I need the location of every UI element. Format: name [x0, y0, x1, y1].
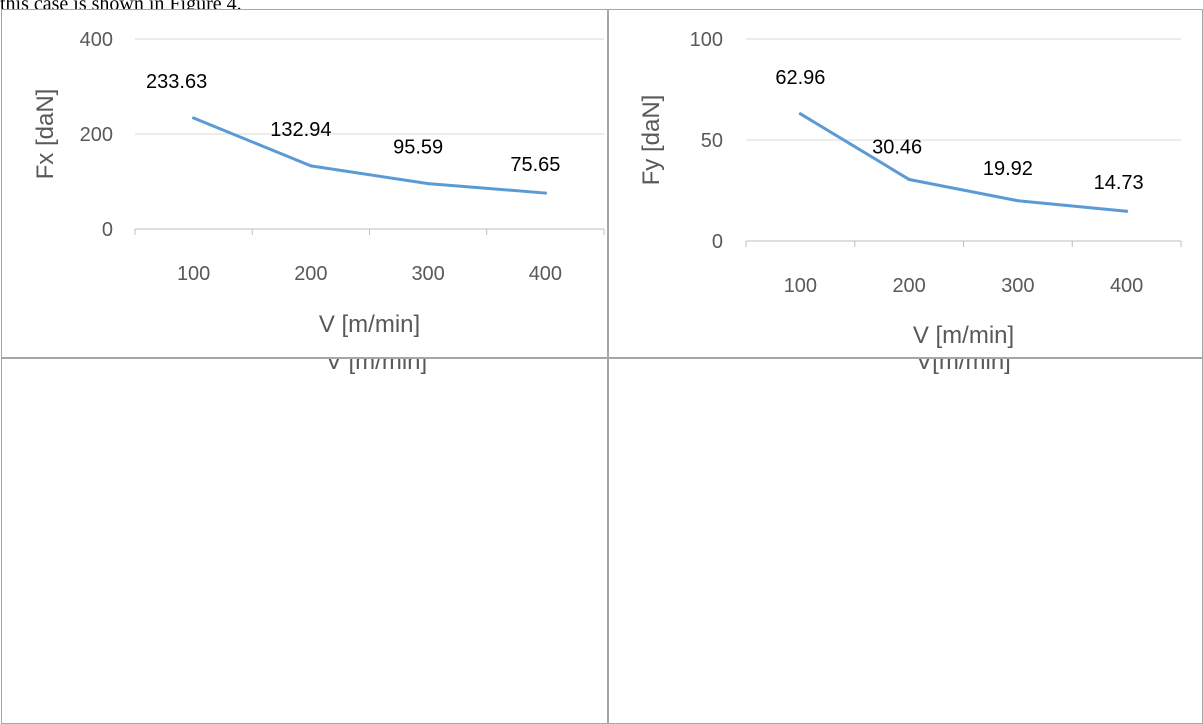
chart-panel-fx: 0 200 400 100 200 300 400 233.63 132.94 95.59 75.6… — [1, 9, 608, 358]
data-label: 233.63 — [146, 71, 207, 93]
data-point — [798, 112, 802, 116]
data-point — [1016, 199, 1020, 203]
chart-fy: 0 50 100 100 200 300 400 62.96 30.46 19.92 14.73 V … — [638, 29, 1182, 349]
x-tick-label: 100 — [177, 263, 210, 285]
data-label: 62.96 — [775, 67, 825, 89]
x-tick-label: 100 — [784, 275, 817, 297]
x-axis-title: V [m/min] — [326, 359, 427, 375]
series-line — [192, 116, 547, 195]
x-axis-title: V[m/min] — [916, 359, 1011, 375]
y-tick-label: 400 — [80, 29, 113, 51]
y-tick-label: 50 — [701, 130, 723, 152]
data-point — [192, 116, 196, 120]
x-tick-label: 300 — [1001, 275, 1034, 297]
y-tick-label: 0 — [102, 219, 113, 241]
data-point — [426, 182, 430, 186]
data-label: 132.94 — [270, 119, 331, 141]
chart-ft: 0100200300100200300400253.95140.5999.927… — [916, 359, 1011, 375]
y-axis-title: Fy [daN] — [638, 95, 665, 186]
data-label: 19.92 — [983, 158, 1033, 180]
data-point — [543, 191, 547, 195]
x-tick-label: 400 — [1110, 275, 1143, 297]
chart-fz: 05010010020030040077.1034.1521.2115.13V … — [326, 359, 427, 375]
data-label: 75.65 — [510, 154, 560, 176]
chart-panel-fz: 05010010020030040077.1034.1521.2115.13V … — [1, 358, 608, 724]
x-tick-label: 200 — [892, 275, 925, 297]
data-point — [907, 177, 911, 181]
chart-fx: 0 200 400 100 200 300 400 233.63 132.94 95.59 75.6… — [32, 29, 605, 338]
x-axis-title: V [m/min] — [913, 322, 1014, 349]
chart-panel-ft: 0100200300100200300400253.95140.5999.927… — [608, 358, 1203, 724]
y-axis-title: Fx [daN] — [32, 89, 59, 180]
data-label: 14.73 — [1094, 172, 1144, 194]
x-tick-label: 200 — [294, 263, 327, 285]
y-tick-label: 100 — [690, 29, 723, 51]
x-tick-label: 400 — [529, 263, 562, 285]
data-label: 30.46 — [872, 136, 922, 158]
data-point — [1125, 209, 1129, 213]
x-axis-title: V [m/min] — [319, 311, 420, 338]
y-tick-label: 0 — [712, 231, 723, 253]
x-tick-label: 300 — [411, 263, 444, 285]
data-label: 95.59 — [393, 137, 443, 159]
data-point — [309, 164, 313, 168]
y-tick-label: 200 — [80, 124, 113, 146]
chart-panel-fy: 0 50 100 100 200 300 400 62.96 30.46 19.92 14.73 V … — [608, 9, 1203, 358]
series-line — [798, 112, 1129, 213]
